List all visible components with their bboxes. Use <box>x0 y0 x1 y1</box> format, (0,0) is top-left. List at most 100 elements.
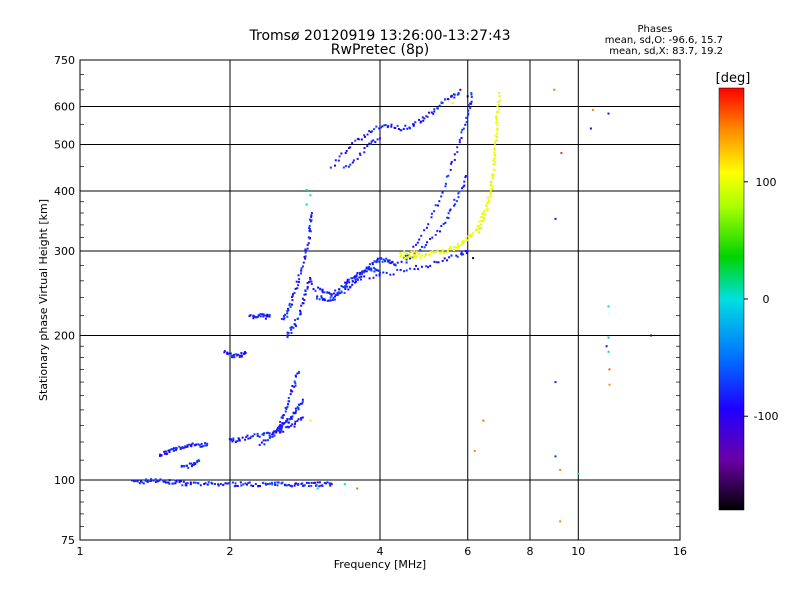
data-point <box>465 237 468 240</box>
data-point <box>429 251 432 253</box>
data-point <box>559 520 562 523</box>
data-point <box>287 307 289 310</box>
data-point <box>458 190 461 193</box>
data-point <box>172 447 175 450</box>
data-point <box>343 291 346 294</box>
data-point <box>223 351 226 354</box>
x-tick-label: 4 <box>377 545 384 558</box>
data-point <box>414 121 417 124</box>
data-point <box>160 454 163 457</box>
data-point <box>144 478 147 481</box>
data-point <box>202 445 205 448</box>
data-point <box>287 421 290 424</box>
data-point <box>158 479 161 482</box>
data-point <box>328 291 331 294</box>
data-point <box>370 269 373 272</box>
data-point <box>139 480 142 483</box>
data-point <box>453 159 456 161</box>
data-point <box>439 252 442 255</box>
data-point <box>197 443 200 446</box>
data-point <box>374 141 377 144</box>
data-point <box>284 410 287 413</box>
data-point <box>427 266 429 269</box>
data-point <box>195 443 198 446</box>
data-point <box>223 350 226 353</box>
data-point <box>455 246 457 249</box>
data-point <box>462 242 464 245</box>
data-point <box>253 433 256 436</box>
data-point <box>226 353 229 356</box>
data-point <box>301 402 304 405</box>
data-point <box>444 182 447 185</box>
data-point <box>462 185 465 188</box>
data-point <box>323 482 326 484</box>
data-point <box>463 180 466 183</box>
data-point <box>306 282 309 284</box>
data-point <box>400 255 403 258</box>
data-point <box>299 309 302 312</box>
data-point <box>450 162 453 165</box>
data-point <box>296 483 299 486</box>
data-point <box>344 152 347 154</box>
data-point <box>290 417 293 420</box>
data-point <box>403 251 406 254</box>
data-point <box>416 251 419 254</box>
data-point <box>405 252 408 255</box>
data-point <box>304 290 307 292</box>
data-point <box>430 216 433 219</box>
data-point <box>382 258 385 261</box>
data-point <box>159 455 161 457</box>
data-point <box>314 481 317 484</box>
data-point <box>299 311 302 314</box>
data-point <box>273 481 276 484</box>
data-point <box>437 204 439 207</box>
data-point <box>168 451 171 453</box>
x-axis-label: Frequency [MHz] <box>334 558 426 571</box>
data-point <box>310 212 313 214</box>
data-point <box>607 350 610 353</box>
data-point <box>365 267 368 270</box>
data-point <box>342 166 345 169</box>
data-point <box>458 141 461 144</box>
y-tick-label: 100 <box>54 474 75 487</box>
data-point <box>279 420 282 423</box>
data-point <box>358 276 361 279</box>
data-point <box>420 265 423 268</box>
data-point <box>242 483 245 486</box>
data-point <box>309 419 312 422</box>
data-point <box>338 155 341 158</box>
data-point <box>299 312 302 315</box>
data-point <box>305 481 308 484</box>
data-point <box>346 285 349 288</box>
data-point <box>315 297 318 300</box>
data-point <box>450 254 453 257</box>
data-point <box>493 154 496 157</box>
data-point <box>185 445 188 448</box>
data-point <box>282 315 285 318</box>
data-point <box>383 124 386 127</box>
data-point <box>496 124 499 127</box>
data-point <box>428 111 430 114</box>
data-point <box>486 208 489 211</box>
data-point <box>233 485 236 488</box>
data-point <box>492 159 495 162</box>
data-point <box>340 290 343 293</box>
data-point <box>467 235 470 238</box>
data-point <box>301 482 304 485</box>
data-point <box>272 433 275 435</box>
data-point <box>333 298 336 301</box>
data-point <box>421 116 424 119</box>
data-point <box>394 263 397 266</box>
data-point <box>163 452 166 455</box>
data-point <box>493 151 496 154</box>
data-point <box>310 282 313 285</box>
data-point <box>235 354 238 357</box>
data-point <box>404 254 407 257</box>
data-point <box>144 479 147 482</box>
data-point <box>310 481 313 484</box>
data-point <box>363 269 366 272</box>
data-point <box>400 253 402 256</box>
data-point <box>485 209 488 212</box>
data-point <box>229 352 232 355</box>
